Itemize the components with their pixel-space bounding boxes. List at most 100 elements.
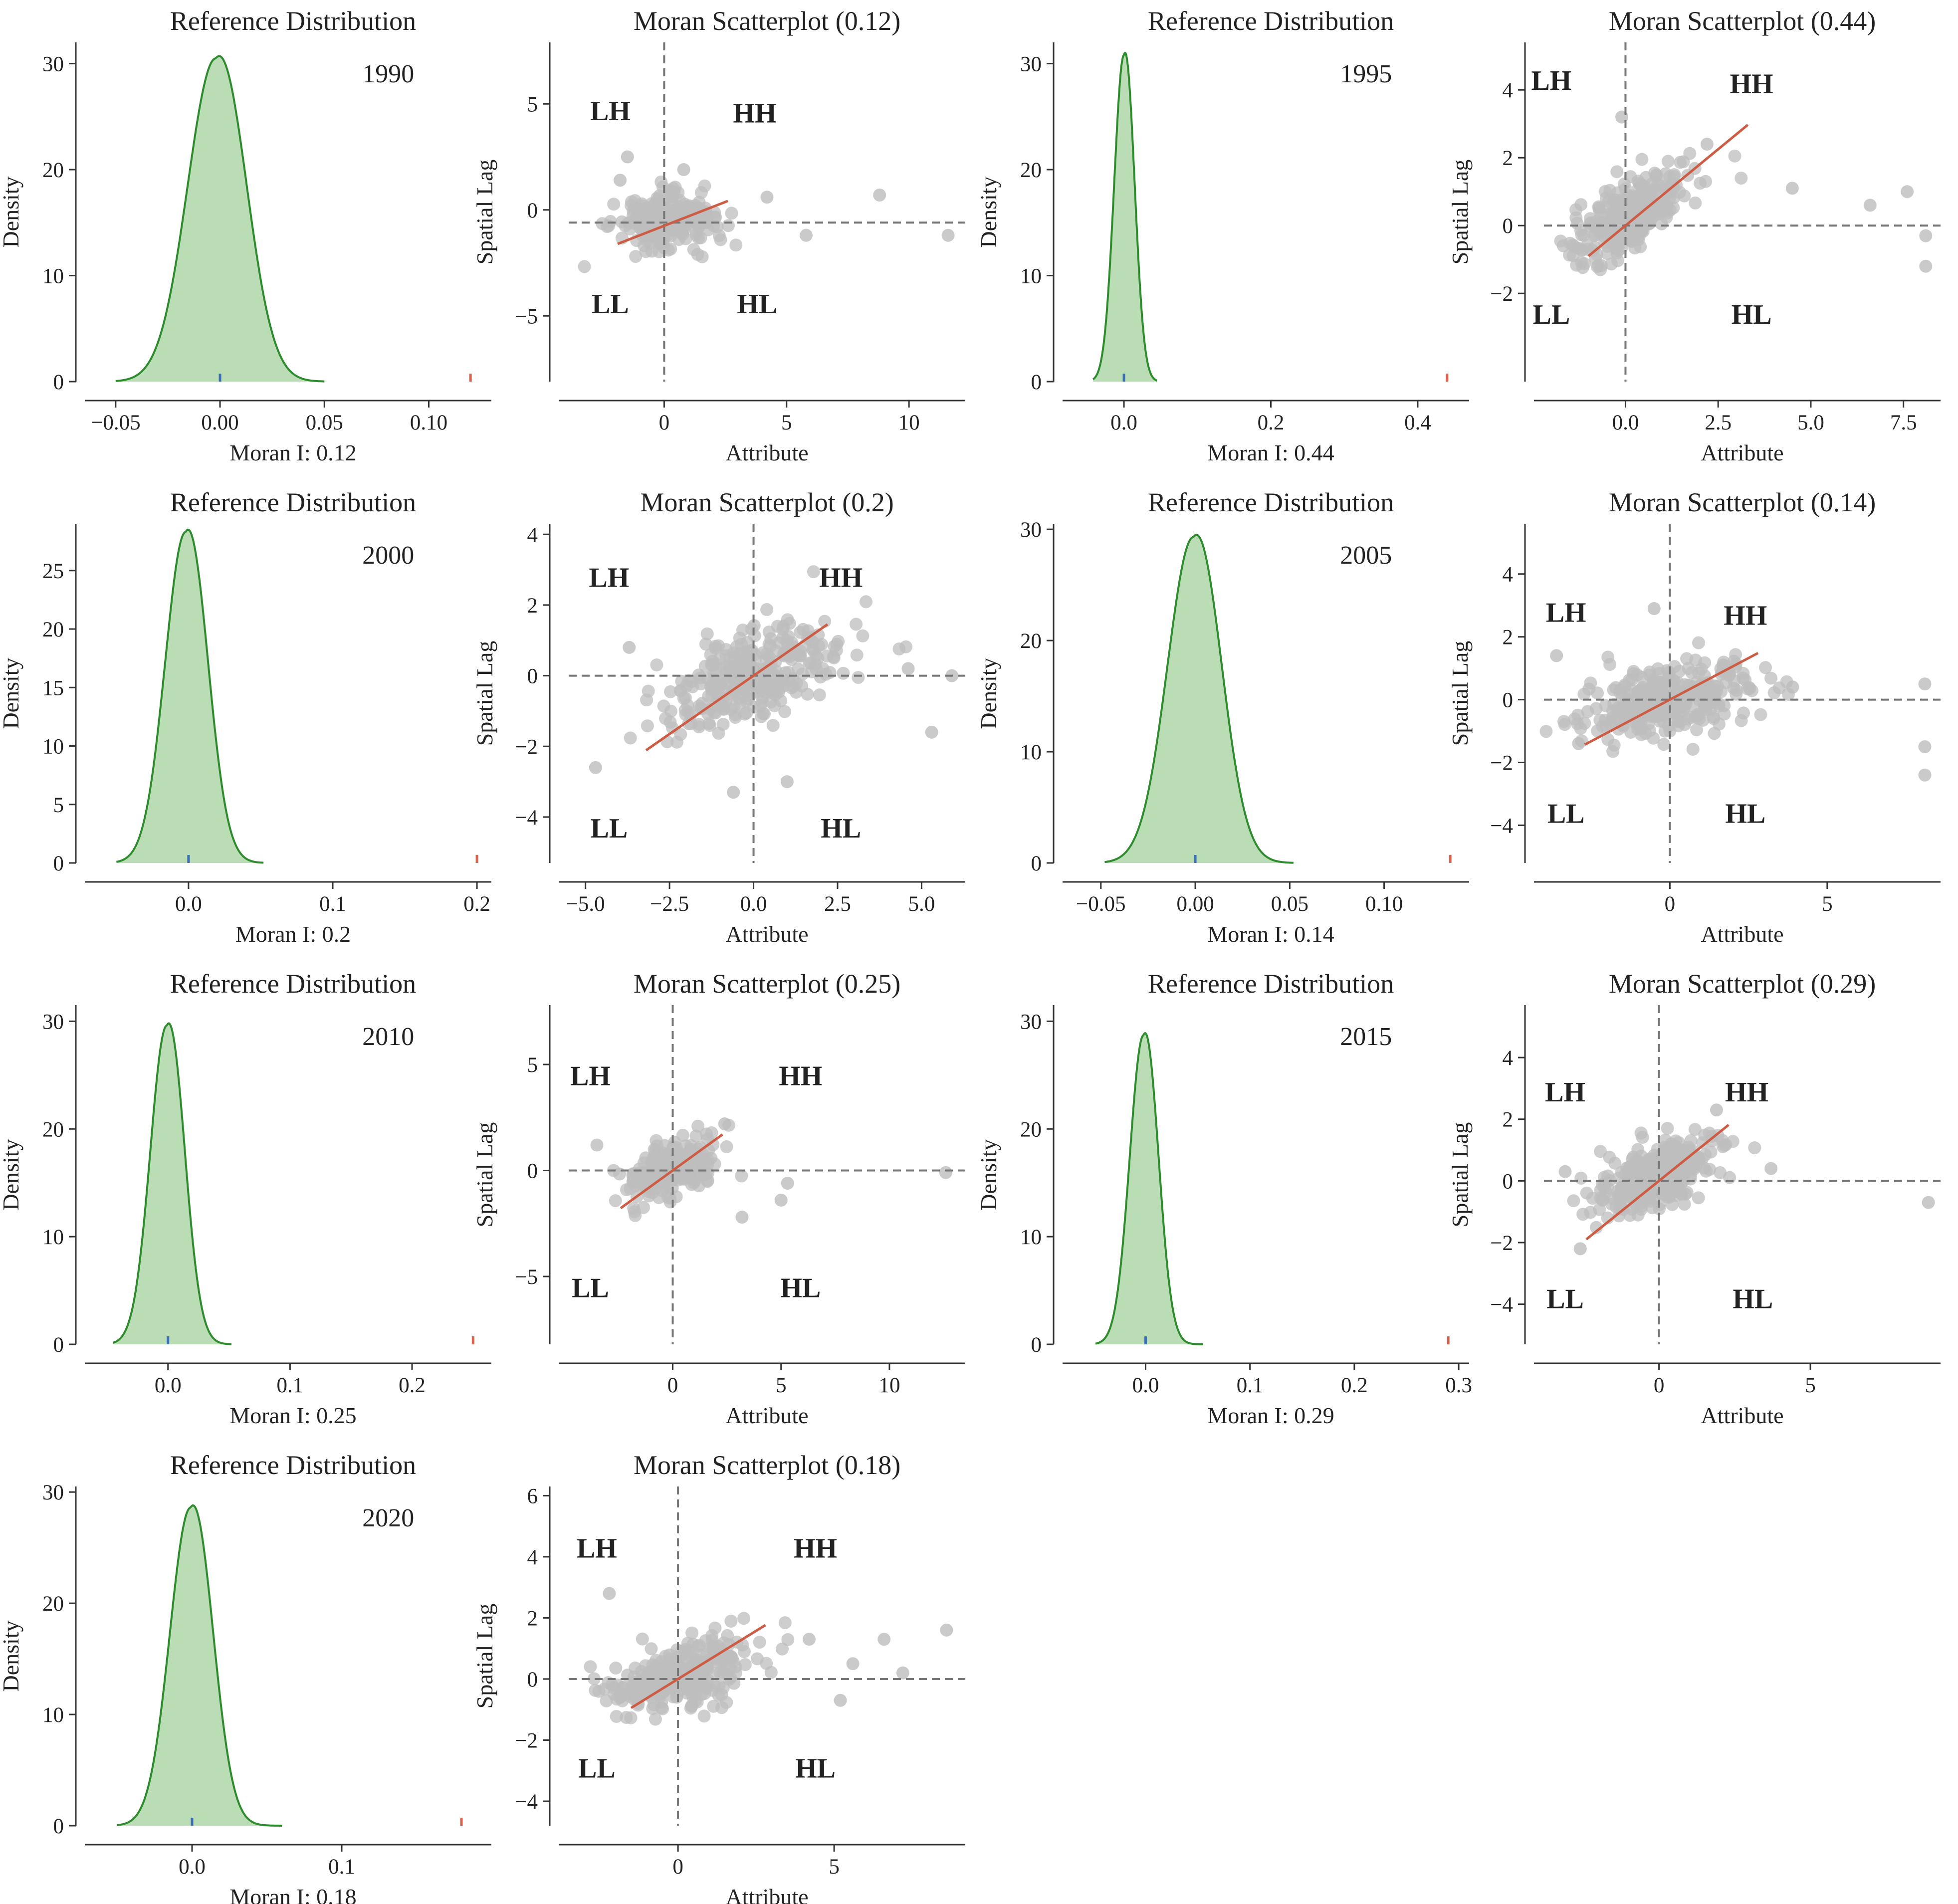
scatter-point: [1566, 238, 1580, 252]
year-label: 2005: [1340, 541, 1392, 570]
scatter-point: [602, 219, 616, 232]
scatter-point: [1539, 725, 1553, 738]
scatter-point: [609, 1662, 623, 1675]
scatter-point: [850, 618, 863, 631]
scatter-point: [1558, 1165, 1572, 1178]
y-tick-label: 0: [527, 1668, 538, 1692]
x-tick-label: 0.2: [1341, 1374, 1368, 1397]
scatter-point: [1735, 172, 1748, 185]
scatter-point: [1642, 217, 1655, 231]
x-tick-label: 0.05: [1271, 892, 1308, 916]
y-tick-label: 10: [42, 265, 64, 288]
quadrant-label-hl: HL: [1725, 798, 1765, 829]
scatter-point: [1635, 153, 1649, 166]
scatter-point: [1612, 1209, 1626, 1223]
scatter-point: [737, 1645, 751, 1658]
scatter-point: [781, 613, 794, 627]
scatter-point: [794, 644, 807, 658]
quadrant-label-lh: LH: [1546, 597, 1586, 628]
y-axis-label: Density: [0, 657, 23, 729]
scatter-point: [1608, 193, 1621, 207]
y-tick-label: 2: [1503, 626, 1514, 649]
scatter-point: [1634, 240, 1647, 253]
scatter-point: [896, 1666, 909, 1680]
scatter-point: [1624, 726, 1638, 739]
scatter-point: [1919, 229, 1933, 242]
x-tick-label: 0.1: [319, 892, 346, 916]
quadrant-label-ll: LL: [1547, 798, 1585, 829]
y-tick-label: 0: [1031, 371, 1042, 394]
x-tick-label: 10: [878, 1374, 900, 1397]
scatter-point: [1601, 733, 1615, 746]
y-tick-label: 10: [42, 1226, 64, 1249]
x-tick-label: 0.0: [740, 892, 767, 916]
regression-line: [1584, 651, 1759, 746]
y-tick-label: −2: [1490, 282, 1513, 306]
scatter-point: [659, 1663, 672, 1676]
y-tick-label: 0: [1503, 214, 1514, 238]
y-axis-label: Spatial Lag: [472, 160, 497, 265]
y-tick-label: 20: [1020, 630, 1042, 653]
scatter-point: [1685, 666, 1699, 679]
scatter-point: [1583, 212, 1597, 225]
scatter-point: [941, 228, 955, 242]
scatter-point: [598, 1683, 611, 1696]
scatter-point: [1638, 1157, 1652, 1170]
y-tick-label: −4: [1490, 1293, 1513, 1317]
y-axis-label: Density: [0, 1620, 23, 1692]
year-label: 2015: [1340, 1023, 1392, 1051]
scatter-point: [718, 1117, 731, 1130]
scatter-point: [755, 674, 769, 687]
scatter-point: [776, 1642, 789, 1656]
y-tick-label: 0: [527, 199, 538, 222]
scatter-point: [712, 1679, 726, 1692]
scatter-point: [624, 731, 637, 745]
scatter-point: [1694, 177, 1707, 190]
scatter-point: [1584, 676, 1597, 690]
scatter-point: [827, 651, 841, 664]
x-tick-label: 0.0: [179, 1855, 206, 1879]
quadrant-label-hl: HL: [821, 813, 861, 844]
x-tick-label: 2.5: [1705, 411, 1732, 434]
scatter-point: [1575, 256, 1588, 269]
scatter-point: [1589, 251, 1602, 265]
year-label: 1995: [1340, 60, 1392, 88]
y-axis-label: Density: [976, 1139, 1001, 1210]
scatter-point: [1697, 1161, 1711, 1175]
y-tick-label: 0: [527, 665, 538, 688]
regression-line: [645, 623, 829, 752]
scatter-point: [1642, 196, 1656, 209]
scatter-point: [782, 665, 795, 679]
y-tick-label: 2: [527, 594, 538, 618]
chart-title: Reference Distribution: [170, 1450, 416, 1480]
scatter-point: [1918, 740, 1932, 753]
scatter-point: [1624, 698, 1638, 712]
y-tick-label: 0: [53, 852, 64, 875]
reference-distribution-panel: Reference Distribution 0.0 0.1 0.2 0.3 0 10 20 3…: [976, 969, 1472, 1428]
x-tick-label: 0.0: [1110, 411, 1137, 434]
kde-fill-area: [1095, 1033, 1203, 1344]
quadrant-label-ll: LL: [1546, 1283, 1584, 1314]
kde-fill-area: [115, 56, 325, 382]
x-tick-label: 5: [781, 411, 792, 434]
y-tick-label: 30: [1020, 518, 1042, 542]
x-axis-label: Attribute: [725, 1403, 808, 1428]
y-tick-label: 5: [527, 1054, 538, 1077]
scatter-point: [925, 725, 938, 739]
scatter-point: [1692, 1191, 1705, 1205]
scatter-point: [1636, 681, 1649, 694]
scatter-point: [691, 248, 704, 261]
scatter-point: [781, 1633, 795, 1646]
scatter-point: [1576, 1208, 1590, 1221]
scatter-point: [629, 250, 643, 263]
x-axis-label: Attribute: [1701, 440, 1783, 465]
x-tick-label: 0.2: [1258, 411, 1285, 434]
x-axis-label: Moran I: 0.29: [1207, 1403, 1334, 1428]
kde-curve-line: [116, 528, 264, 864]
chart-title: Reference Distribution: [170, 6, 416, 36]
scatter-point: [673, 1170, 687, 1183]
scatter-point: [692, 1639, 706, 1652]
scatter-point: [676, 1128, 689, 1142]
scatter-point: [610, 1692, 624, 1706]
scatter-point: [837, 666, 850, 680]
